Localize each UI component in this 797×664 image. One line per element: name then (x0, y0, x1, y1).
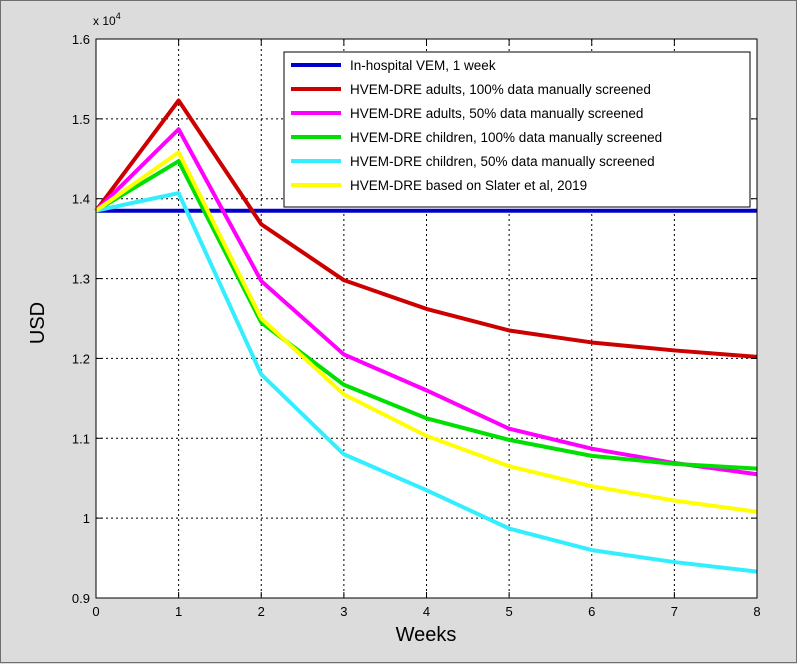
x-tick-label: 8 (753, 604, 760, 619)
series-lines (94, 98, 758, 574)
legend-box (283, 51, 751, 208)
y-axis-label: USD (27, 302, 49, 344)
legend-label: In-hospital VEM, 1 week (350, 58, 496, 73)
x-tick-label: 4 (423, 604, 430, 619)
x-tick-label: 3 (340, 604, 347, 619)
y-tick-label: 1.5 (72, 112, 90, 127)
legend-label: HVEM-DRE children, 100% data manually sc… (350, 130, 662, 145)
y-tick-label: 1.6 (72, 32, 90, 47)
series-line (95, 191, 758, 574)
series-line (94, 127, 758, 477)
x-tick-label: 1 (175, 604, 182, 619)
legend-label: HVEM-DRE adults, 50% data manually scree… (350, 106, 643, 121)
y-tick-label: 0.9 (72, 591, 90, 606)
tick-labels: 0 1 2 3 4 5 6 7 8 0.9 1 1.1 1.2 1.3 1.4 1.5 1.6 (72, 32, 761, 619)
x-axis-label: Weeks (396, 624, 457, 646)
series-line (94, 150, 758, 514)
y-multiplier: x 104 (93, 11, 121, 28)
x-tick-label: 2 (258, 604, 265, 619)
series-line (94, 98, 758, 359)
y-multiplier-base: x 10 (93, 14, 116, 28)
x-tick-label: 5 (506, 604, 513, 619)
series-line (94, 159, 758, 471)
x-tick-label: 7 (671, 604, 678, 619)
x-tick-label: 0 (92, 604, 99, 619)
legend: In-hospital VEM, 1 week HVEM-DRE adults, … (283, 51, 751, 208)
legend-label: HVEM-DRE adults, 100% data manually scre… (350, 82, 651, 97)
y-tick-label: 1.3 (72, 272, 90, 287)
y-tick-label: 1.4 (72, 192, 90, 207)
y-multiplier-exponent: 4 (116, 11, 121, 21)
y-tick-label: 1 (83, 511, 90, 526)
y-tick-label: 1.1 (72, 431, 90, 446)
legend-label: HVEM-DRE children, 50% data manually scr… (350, 154, 655, 169)
y-tick-label: 1.2 (72, 351, 90, 366)
x-tick-label: 6 (588, 604, 595, 619)
ticks (95, 38, 758, 599)
legend-label: HVEM-DRE based on Slater et al, 2019 (350, 178, 587, 193)
